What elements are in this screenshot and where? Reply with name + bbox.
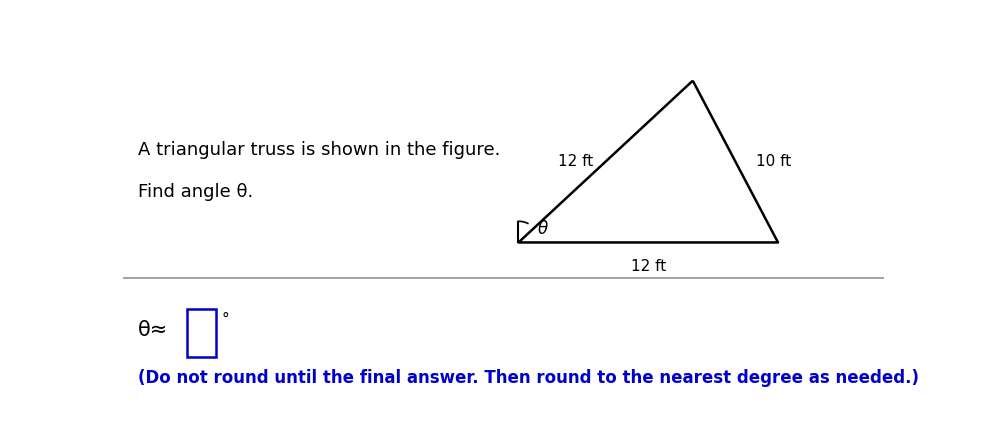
Text: 12 ft: 12 ft [630, 259, 666, 274]
FancyBboxPatch shape [188, 309, 216, 358]
Text: Find angle θ.: Find angle θ. [137, 183, 253, 201]
Text: °: ° [222, 312, 230, 327]
Text: A triangular truss is shown in the figure.: A triangular truss is shown in the figur… [137, 142, 501, 159]
Text: θ≈: θ≈ [137, 320, 168, 340]
Text: 10 ft: 10 ft [756, 154, 791, 169]
Text: 12 ft: 12 ft [558, 154, 593, 169]
Text: (Do not round until the final answer. Then round to the nearest degree as needed: (Do not round until the final answer. Th… [137, 369, 919, 387]
Text: θ: θ [537, 220, 548, 237]
